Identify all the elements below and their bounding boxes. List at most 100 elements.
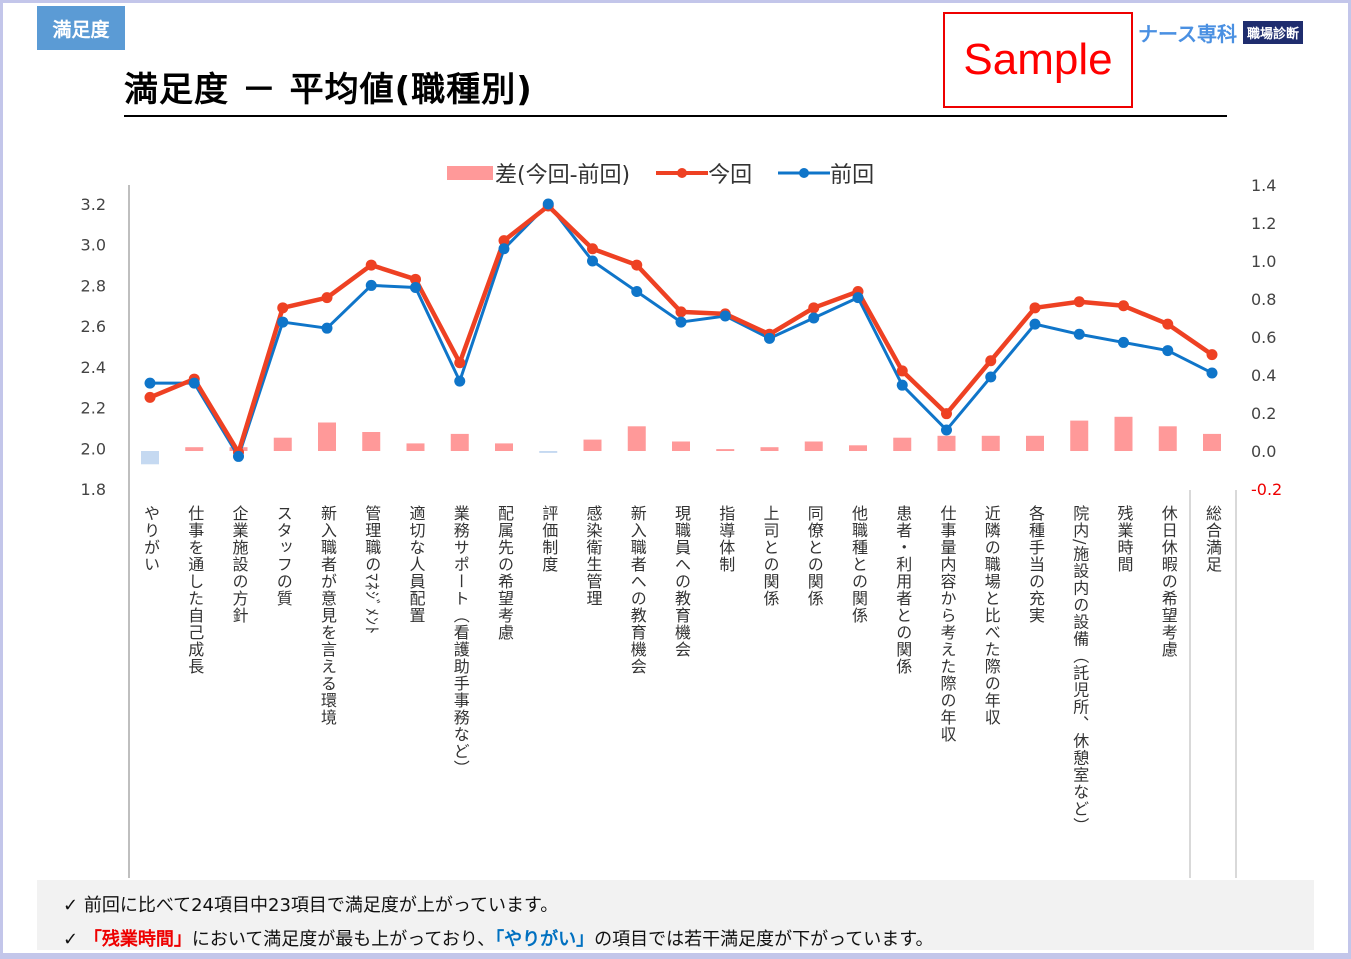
diff-bar <box>849 445 867 451</box>
legend-previous: 前回 <box>778 157 874 189</box>
diff-bar <box>893 437 912 451</box>
check-icon: ✓ <box>63 929 79 950</box>
previous-point <box>454 375 466 387</box>
diff-bar <box>1203 433 1221 451</box>
diff-bar <box>1114 416 1133 451</box>
legend-diff-swatch <box>447 166 493 180</box>
diff-bar <box>450 433 469 451</box>
diff-bar <box>760 447 779 451</box>
diff-bar <box>716 449 735 451</box>
previous-point <box>321 322 333 334</box>
note-1-text: 前回に比べて24項目中23項目で満足度が上がっています。 <box>83 895 559 916</box>
current-point <box>985 355 997 367</box>
current-point <box>365 259 377 271</box>
chart-legend: 差(今回-前回) 今回 前回 <box>447 157 900 189</box>
current-point <box>410 273 421 285</box>
current-point <box>1073 296 1085 308</box>
previous-point <box>144 377 156 389</box>
diff-bar <box>1158 426 1177 451</box>
diff-bar <box>1070 420 1089 451</box>
x-tick-label: 新入職者への教育機会 <box>627 505 647 675</box>
diff-bar <box>627 426 646 451</box>
x-tick-label: 患者・利用者との関係 <box>893 505 913 675</box>
legend-current-swatch <box>656 168 709 178</box>
x-tick-label: 同僚との関係 <box>804 505 824 607</box>
legend-current: 今回 <box>656 157 752 189</box>
previous-point <box>764 332 775 344</box>
right-tick-label: 0.0 <box>1251 442 1276 461</box>
right-tick-label: 0.2 <box>1251 404 1276 423</box>
logo-box: 職場診断 <box>1243 21 1304 44</box>
current-point <box>1162 318 1174 330</box>
x-tick-label: 現職員への教育機会 <box>672 505 691 658</box>
previous-point <box>941 424 952 436</box>
diff-bar <box>804 441 823 451</box>
x-tick-label: 管理職のﾏﾈｼﾞﾒﾝﾄ <box>362 505 382 636</box>
x-tick-label: 各種手当の充実 <box>1026 505 1045 624</box>
legend-current-label: 今回 <box>708 163 753 188</box>
right-tick-label: -0.2 <box>1251 480 1282 499</box>
note-2-text-b: の項目では若干満足度が下がっています。 <box>594 929 934 950</box>
left-tick-label: 3.0 <box>81 236 106 255</box>
diff-bar <box>185 447 204 451</box>
previous-point <box>498 243 510 255</box>
right-tick-label: 1.0 <box>1251 252 1276 271</box>
x-tick-label: 上司との関係 <box>760 505 780 607</box>
diff-bar <box>1026 435 1044 451</box>
x-tick-label: 感染衛生管理 <box>583 505 603 607</box>
x-tick-label: 近隣の職場と比べた際の年収 <box>981 505 1001 726</box>
previous-point <box>896 379 908 391</box>
previous-point <box>410 281 421 293</box>
previous-point <box>675 316 687 328</box>
legend-diff: 差(今回-前回) <box>447 157 630 189</box>
diff-bar <box>273 437 292 451</box>
previous-point <box>1118 336 1129 348</box>
previous-line <box>150 202 1213 458</box>
left-tick-label: 3.2 <box>81 195 106 214</box>
summary-notes: ✓ 前回に比べて24項目中23項目で満足度が上がっています。 ✓ 「残業時間」に… <box>37 880 1314 950</box>
note-2-highlight-red: 「残業時間」 <box>83 929 192 950</box>
brand-logo: ナース専科 職場診断 <box>1138 18 1304 47</box>
x-tick-label: スタッフの質 <box>273 505 293 607</box>
x-tick-label: 残業時間 <box>1114 505 1134 573</box>
current-point <box>1118 300 1129 312</box>
logo-text: ナース専科 <box>1138 22 1237 46</box>
right-tick-label: 1.4 <box>1251 176 1276 195</box>
right-tick-label: 0.6 <box>1251 328 1276 347</box>
left-tick-label: 2.6 <box>81 317 106 336</box>
previous-point <box>1162 345 1174 357</box>
section-badge: 満足度 <box>37 6 125 50</box>
diff-bar <box>406 443 425 451</box>
x-tick-label: 仕事を通した自己成長 <box>185 505 205 675</box>
diff-bar <box>937 435 956 451</box>
current-point <box>498 235 510 247</box>
x-tick-label: 指導体制 <box>716 505 736 573</box>
diff-bar <box>141 451 159 465</box>
x-tick-label: 企業施設の方針 <box>229 505 249 624</box>
current-point <box>144 391 156 403</box>
current-point <box>808 302 820 314</box>
current-point <box>587 243 598 255</box>
previous-point <box>719 310 731 322</box>
previous-point <box>808 312 820 324</box>
sample-stamp: Sample <box>943 12 1133 108</box>
x-tick-label: 適切な人員配置 <box>406 505 426 624</box>
current-point <box>941 408 952 420</box>
x-tick-label: 仕事量内容から考えた際の年収 <box>937 505 957 743</box>
current-point <box>277 302 289 314</box>
diff-bar <box>318 422 336 451</box>
diff-bar <box>539 451 558 453</box>
x-tick-label: 他職種との関係 <box>849 505 868 624</box>
diff-bar <box>362 432 381 451</box>
current-point <box>675 306 687 318</box>
page-title: 満足度 － 平均値(職種別) <box>124 70 533 110</box>
current-point <box>454 357 466 369</box>
previous-point <box>365 279 377 291</box>
previous-point <box>188 377 200 389</box>
left-tick-label: 1.8 <box>81 480 106 499</box>
x-tick-label: 業務サポート（看護助手事務など） <box>450 505 470 777</box>
legend-previous-swatch <box>778 168 831 178</box>
previous-point <box>852 292 864 304</box>
previous-point <box>1206 367 1218 379</box>
previous-point <box>631 286 643 298</box>
